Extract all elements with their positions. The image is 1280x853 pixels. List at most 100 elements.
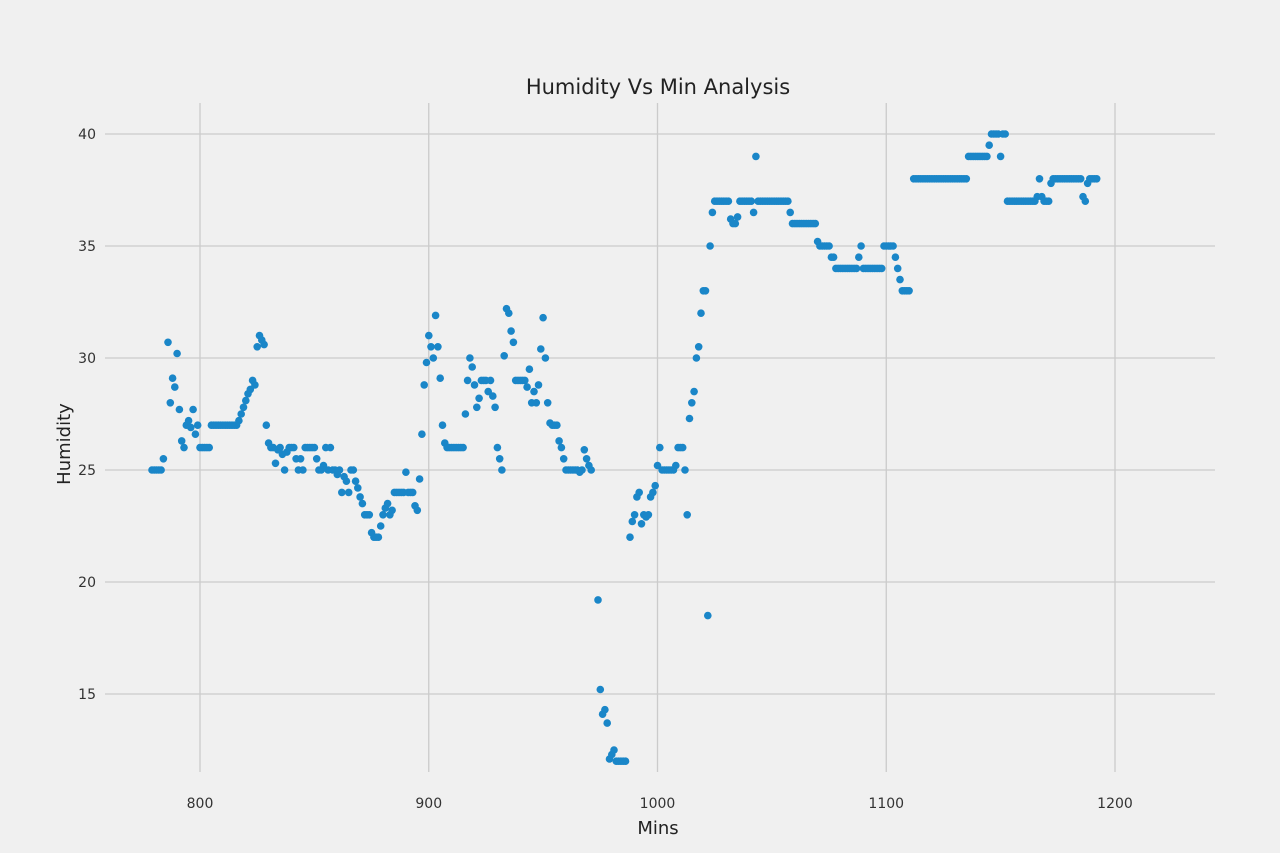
x-tick-label: 800 — [187, 796, 214, 812]
data-point — [276, 443, 284, 452]
data-point — [251, 381, 259, 389]
data-point — [731, 219, 740, 228]
data-point — [1092, 175, 1101, 183]
data-point — [1035, 175, 1044, 183]
data-point — [587, 466, 595, 474]
data-point — [649, 488, 657, 497]
data-point — [459, 443, 467, 452]
data-point — [752, 152, 760, 161]
data-point — [239, 403, 248, 412]
y-tick-label: 35 — [78, 239, 96, 255]
data-point — [463, 376, 472, 385]
data-point — [260, 340, 268, 349]
data-point — [422, 358, 431, 367]
data-point — [237, 410, 245, 418]
data-point — [425, 331, 433, 340]
data-point — [187, 423, 195, 432]
data-point — [505, 309, 513, 318]
data-point — [635, 488, 643, 497]
data-point — [637, 520, 646, 528]
data-point — [342, 477, 351, 486]
data-point — [582, 455, 591, 463]
data-point — [681, 466, 689, 474]
x-axis-label: Mins — [637, 818, 678, 839]
x-tick-label: 1000 — [640, 796, 676, 812]
data-point — [704, 611, 712, 620]
data-point — [349, 466, 358, 474]
data-point — [891, 253, 900, 261]
data-point — [601, 705, 609, 714]
data-point — [786, 208, 794, 217]
data-point — [205, 443, 213, 452]
data-point — [983, 152, 991, 161]
data-point — [491, 403, 499, 412]
data-point — [489, 392, 497, 400]
data-point — [500, 352, 509, 360]
data-point — [157, 466, 165, 474]
data-point — [461, 410, 470, 418]
data-point — [672, 461, 680, 470]
data-point — [498, 466, 506, 474]
data-point — [507, 327, 515, 335]
data-point — [493, 443, 502, 452]
data-point — [537, 345, 545, 353]
data-point — [168, 374, 177, 383]
data-point — [829, 253, 838, 261]
data-point — [184, 416, 193, 425]
data-point — [468, 363, 477, 371]
data-point — [811, 219, 820, 228]
data-point — [1081, 197, 1090, 205]
data-point — [338, 488, 346, 497]
data-point — [402, 468, 410, 477]
data-point — [1001, 130, 1009, 138]
data-point — [893, 264, 902, 273]
data-point — [749, 208, 758, 217]
data-point — [191, 430, 200, 439]
data-point — [708, 208, 717, 217]
data-point — [358, 499, 367, 508]
x-axis-ticks: 800 900 1000 1100 1200 — [187, 796, 1133, 812]
y-tick-label: 25 — [78, 463, 96, 479]
data-point — [692, 354, 701, 362]
data-point — [656, 443, 664, 452]
data-point — [690, 387, 698, 396]
data-point — [189, 405, 197, 414]
data-point — [365, 511, 374, 519]
data-point — [296, 455, 305, 463]
data-point — [356, 493, 364, 501]
data-point — [697, 309, 705, 318]
data-point — [877, 264, 886, 273]
data-point — [706, 242, 714, 250]
data-point — [235, 416, 243, 425]
data-points — [148, 130, 1101, 765]
data-point — [413, 506, 422, 515]
data-point — [175, 405, 184, 414]
data-point — [557, 443, 566, 452]
data-point — [376, 522, 385, 530]
data-point — [621, 757, 630, 765]
data-point — [193, 421, 202, 430]
grid-lines — [105, 103, 1215, 772]
data-point — [408, 488, 417, 497]
data-point — [427, 343, 435, 351]
data-point — [470, 381, 479, 389]
data-point — [644, 511, 653, 519]
data-point — [171, 383, 179, 391]
data-point — [855, 253, 863, 261]
data-point — [594, 596, 602, 604]
data-point — [473, 403, 481, 412]
data-point — [173, 349, 181, 358]
data-point — [280, 466, 289, 474]
data-point — [534, 381, 543, 389]
data-point — [733, 213, 742, 221]
data-point — [420, 381, 429, 389]
data-point — [475, 394, 483, 403]
data-point — [290, 443, 298, 452]
data-point — [962, 175, 971, 183]
data-point — [164, 338, 172, 347]
data-point — [683, 511, 691, 519]
data-point — [310, 443, 319, 452]
data-point — [889, 242, 897, 250]
data-point — [825, 242, 833, 250]
